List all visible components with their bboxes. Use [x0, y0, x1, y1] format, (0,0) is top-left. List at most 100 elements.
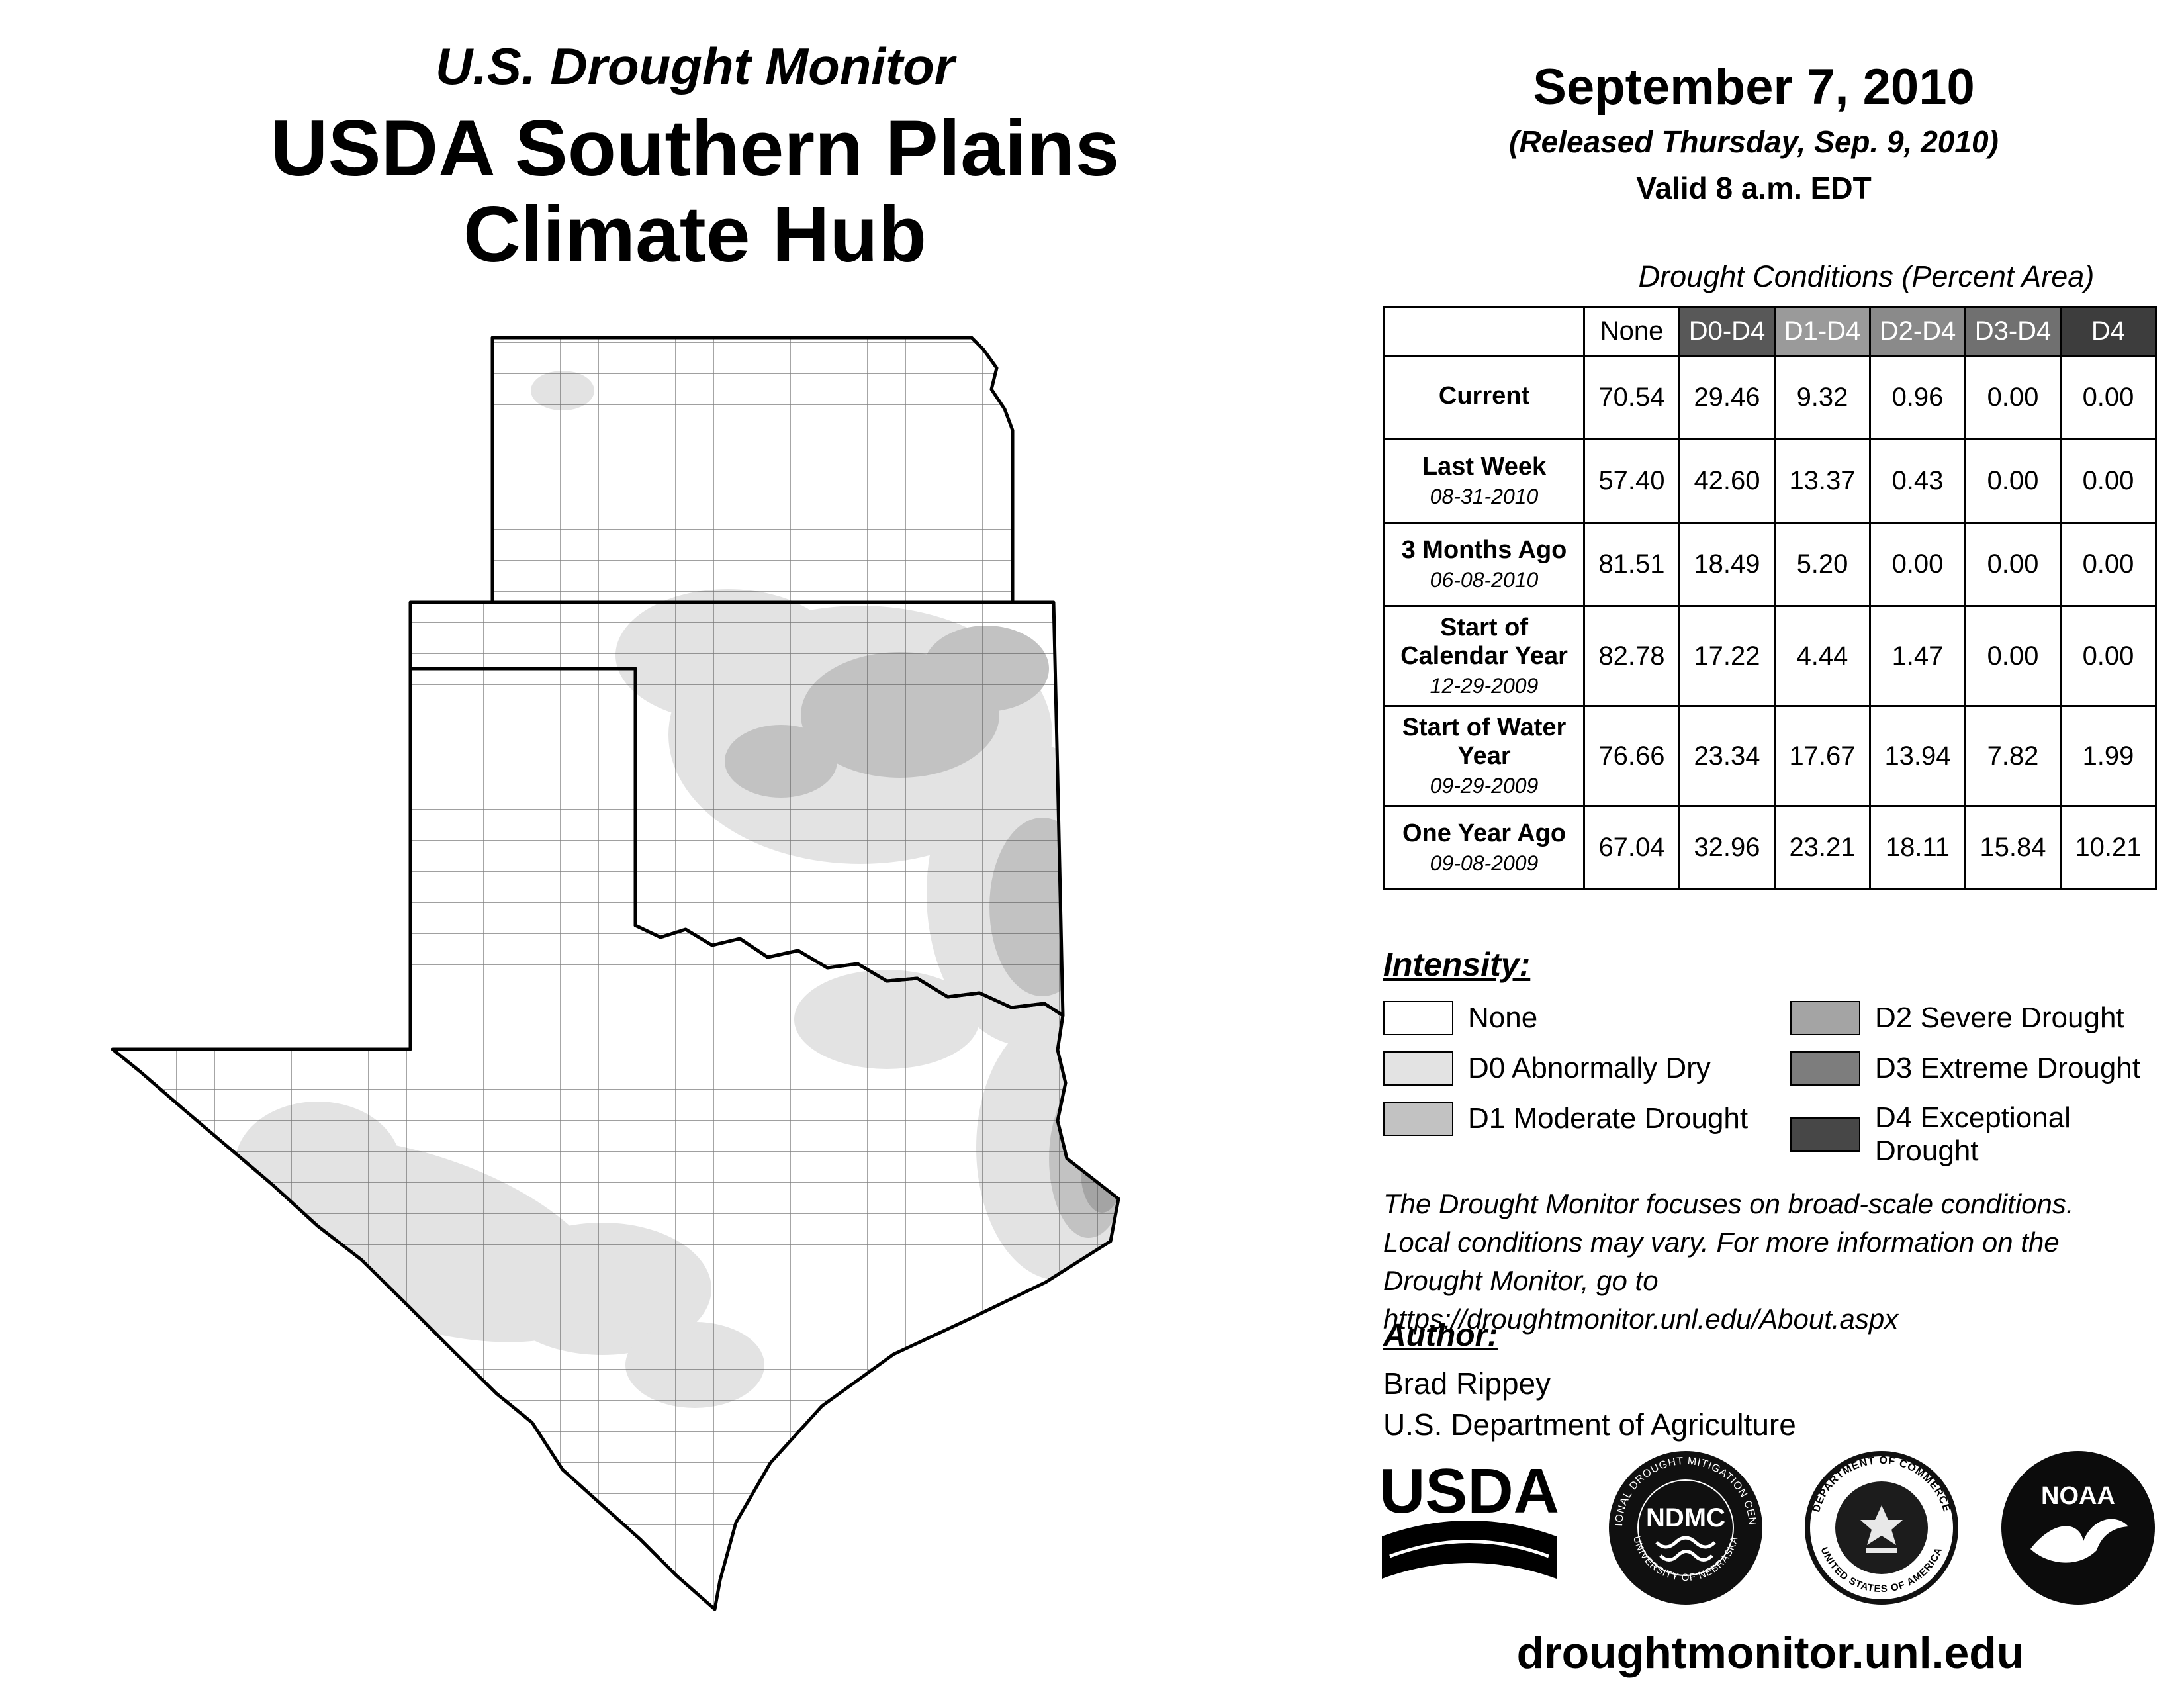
table-cell: 4.44: [1774, 605, 1871, 707]
table-cell: 13.94: [1869, 705, 1966, 807]
table-row-start-water-year: Start of Water Year 09-29-2009 76.66 23.…: [1383, 705, 2157, 807]
legend-label: D0 Abnormally Dry: [1468, 1052, 1711, 1084]
row-label: Current: [1383, 355, 1585, 440]
table-row-last-week: Last Week 08-31-2010 57.40 42.60 13.37 0…: [1383, 438, 2157, 524]
author-name: Brad Rippey: [1383, 1366, 1551, 1401]
table-cell: 0.00: [2060, 355, 2157, 440]
disclaimer-line: Drought Monitor, go to https://droughtmo…: [1383, 1264, 1899, 1335]
legend-label: D2 Severe Drought: [1875, 1002, 2124, 1034]
table-cell: 0.96: [1869, 355, 1966, 440]
legend-swatch-none: [1383, 1001, 1453, 1035]
row-label-text: 3 Months Ago: [1401, 536, 1567, 564]
table-cell: 17.67: [1774, 705, 1871, 807]
legend-label: None: [1468, 1002, 1538, 1034]
legend-label: D3 Extreme Drought: [1875, 1052, 2141, 1084]
table-cell: 70.54: [1583, 355, 1680, 440]
row-label: One Year Ago 09-08-2009: [1383, 805, 1585, 890]
release-date: (Released Thursday, Sep. 9, 2010): [1509, 124, 1999, 159]
table-cell: 32.96: [1678, 805, 1776, 890]
disclaimer-line: Local conditions may vary. For more info…: [1383, 1226, 2060, 1258]
state-border-texas: [111, 667, 1120, 1611]
table-cell: 10.21: [2060, 805, 2157, 890]
table-cell: 0.00: [2060, 522, 2157, 607]
author-block: Author: Brad Rippey U.S. Department of A…: [1383, 1317, 1796, 1442]
title-block: U.S. Drought Monitor USDA Southern Plain…: [132, 36, 1257, 277]
table-row-one-year-ago: One Year Ago 09-08-2009 67.04 32.96 23.2…: [1383, 805, 2157, 890]
column-header-d2d4: D2-D4: [1869, 306, 1966, 357]
ndmc-logo: NATIONAL DROUGHT MITIGATION CENTER UNIVE…: [1606, 1448, 1762, 1605]
table-cell: 23.34: [1678, 705, 1776, 807]
commerce-seal-logo: DEPARTMENT OF COMMERCE UNITED STATES OF …: [1805, 1451, 1959, 1605]
usda-swoosh: [1382, 1521, 1557, 1579]
logo-row: USDA NATIONAL DROUGHT MITIGATION CENTER …: [1370, 1448, 2158, 1607]
valid-time: Valid 8 a.m. EDT: [1636, 171, 1872, 205]
report-date: September 7, 2010: [1533, 59, 1975, 115]
table-cell: 57.40: [1583, 438, 1680, 524]
column-header-d0d4: D0-D4: [1678, 306, 1776, 357]
legend-title: Intensity:: [1383, 946, 1531, 983]
table-cell: 42.60: [1678, 438, 1776, 524]
column-header-d4: D4: [2060, 306, 2157, 357]
table-cell: 5.20: [1774, 522, 1871, 607]
table-cell: 9.32: [1774, 355, 1871, 440]
footer-url[interactable]: droughtmonitor.unl.edu: [1516, 1628, 2025, 1678]
row-label-date: 06-08-2010: [1430, 568, 1539, 592]
table-cell: 0.00: [1964, 605, 2062, 707]
noaa-seagull: [2030, 1519, 2128, 1563]
row-label-date: 09-29-2009: [1430, 774, 1539, 798]
legend-label: D4 Exceptional Drought: [1875, 1102, 2071, 1167]
ndmc-wave: [1655, 1536, 1716, 1549]
legend-swatch-d0: [1383, 1051, 1453, 1086]
row-label: 3 Months Ago 06-08-2010: [1383, 522, 1585, 607]
table-row-3-months-ago: 3 Months Ago 06-08-2010 81.51 18.49 5.20…: [1383, 522, 2157, 607]
table-cell: 0.00: [2060, 605, 2157, 707]
noaa-text: NOAA: [2041, 1482, 2115, 1510]
table-corner-cell: [1383, 306, 1585, 357]
table-title: Drought Conditions (Percent Area): [1638, 259, 2095, 293]
date-block: September 7, 2010 (Released Thursday, Se…: [1423, 58, 2085, 206]
table-cell: 0.00: [2060, 438, 2157, 524]
table-cell: 0.00: [1964, 355, 2062, 440]
row-label: Start of Water Year 09-29-2009: [1383, 705, 1585, 807]
legend-item-d3: D3 Extreme Drought: [1790, 1051, 2158, 1086]
commerce-emblem-base: [1866, 1548, 1898, 1553]
legend-swatch-d1: [1383, 1102, 1453, 1136]
table-cell: 17.22: [1678, 605, 1776, 707]
legend-item-none: None: [1383, 1001, 1751, 1035]
intensity-legend: Intensity: None D0 Abnormally Dry D1 Mod…: [1383, 945, 2158, 1168]
row-label-date: 12-29-2009: [1430, 674, 1539, 698]
ndmc-wave: [1659, 1550, 1713, 1562]
disclaimer: The Drought Monitor focuses on broad-sca…: [1383, 1185, 2171, 1338]
column-header-d3d4: D3-D4: [1964, 306, 2062, 357]
ndmc-disc: [1608, 1451, 1762, 1605]
row-label-text: Last Week: [1422, 453, 1547, 481]
usda-logo: USDA: [1379, 1456, 1559, 1579]
table-cell: 29.46: [1678, 355, 1776, 440]
legend-item-d2: D2 Severe Drought: [1790, 1001, 2158, 1035]
table-cell: 7.82: [1964, 705, 2062, 807]
table-cell: 18.11: [1869, 805, 1966, 890]
row-label: Start of Calendar Year 12-29-2009: [1383, 605, 1585, 707]
table-cell: 13.37: [1774, 438, 1871, 524]
noaa-logo: NOAA: [2001, 1451, 2155, 1605]
table-cell: 0.43: [1869, 438, 1966, 524]
table-header-row: None D0-D4 D1-D4 D2-D4 D3-D4 D4: [1383, 306, 2157, 357]
legend-label: D1 Moderate Drought: [1468, 1102, 1749, 1135]
ndmc-inner-ring: [1637, 1479, 1734, 1576]
table-cell: 23.21: [1774, 805, 1871, 890]
table-row-start-calendar-year: Start of Calendar Year 12-29-2009 82.78 …: [1383, 605, 2157, 707]
legend-swatch-d4: [1790, 1117, 1860, 1152]
column-header-d1d4: D1-D4: [1774, 306, 1871, 357]
table-cell: 0.00: [1869, 522, 1966, 607]
noaa-disc: [2001, 1451, 2155, 1605]
table-cell: 81.51: [1583, 522, 1680, 607]
row-label-text: Start of Water Year: [1402, 714, 1567, 770]
legend-item-d1: D1 Moderate Drought: [1383, 1102, 1751, 1136]
table-cell: 76.66: [1583, 705, 1680, 807]
row-label-date: 08-31-2010: [1430, 485, 1539, 508]
ndmc-center-text: NDMC: [1646, 1503, 1725, 1532]
table-cell: 67.04: [1583, 805, 1680, 890]
legend-item-d4: D4 Exceptional Drought: [1790, 1102, 2158, 1168]
row-label-text: One Year Ago: [1402, 820, 1567, 847]
drought-shading: [113, 338, 1118, 1609]
